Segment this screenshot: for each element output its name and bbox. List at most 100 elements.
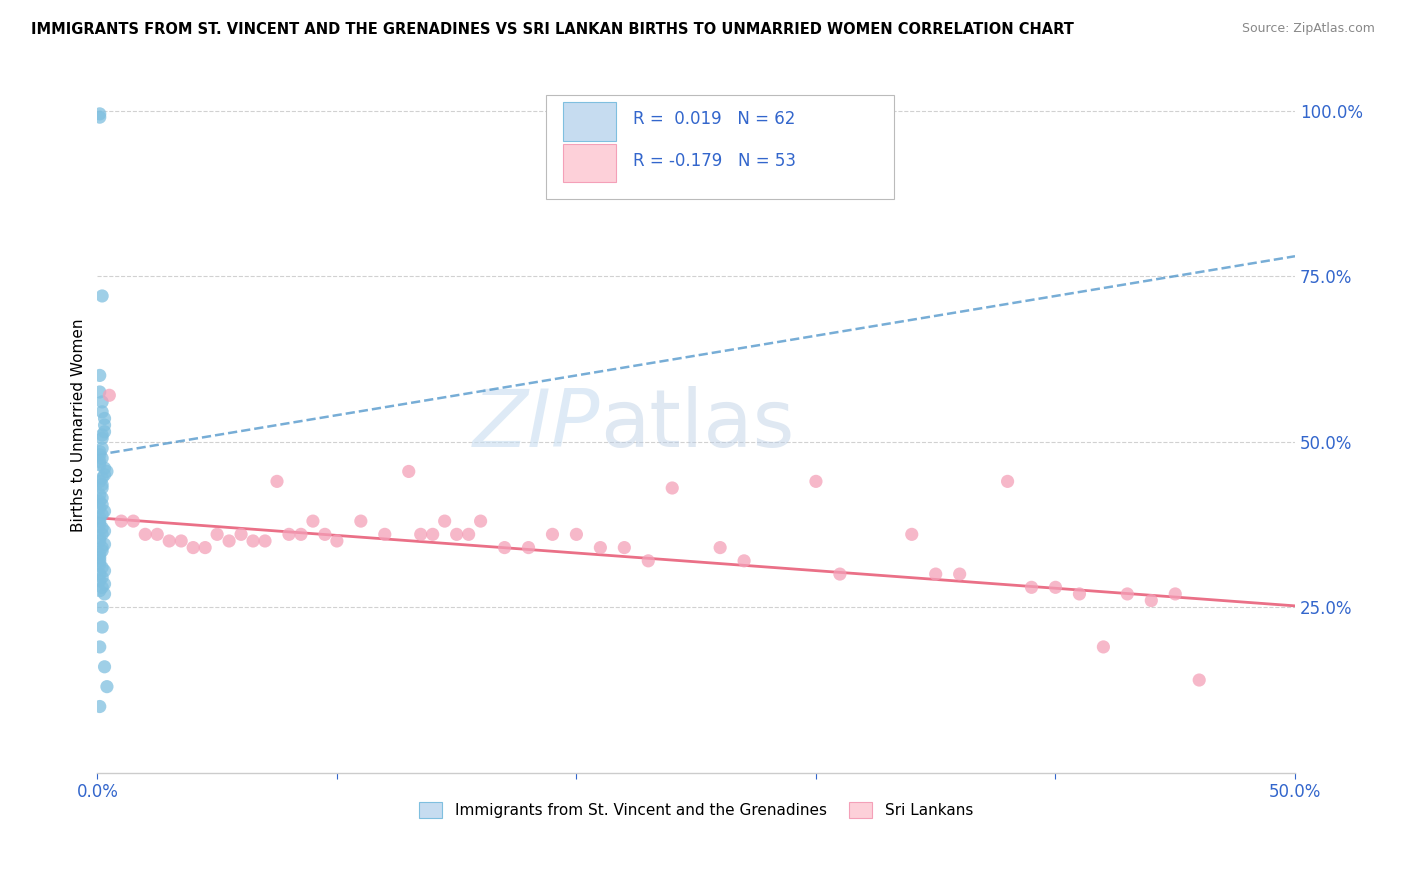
Point: [91, 508, 114, 522]
Point: [218, 533, 240, 548]
Point: [91, 560, 114, 574]
FancyBboxPatch shape: [564, 103, 616, 141]
Point: [89, 547, 111, 561]
Point: [89, 699, 111, 714]
Point: [1188, 673, 1211, 687]
Point: [409, 527, 432, 541]
Point: [949, 567, 972, 582]
Point: [709, 541, 731, 555]
Point: [326, 533, 349, 548]
Point: [446, 527, 468, 541]
Point: [146, 527, 169, 541]
Point: [91, 491, 114, 505]
Point: [517, 541, 540, 555]
Point: [89, 107, 111, 121]
Point: [93, 461, 115, 475]
Text: R =  0.019   N = 62: R = 0.019 N = 62: [633, 110, 794, 128]
Point: [93, 411, 115, 425]
Point: [89, 533, 111, 548]
Point: [541, 527, 564, 541]
Text: ZIP: ZIP: [472, 386, 600, 464]
Point: [1045, 580, 1067, 594]
Point: [89, 517, 111, 532]
Point: [589, 541, 612, 555]
Point: [733, 554, 755, 568]
Point: [266, 475, 288, 489]
Point: [91, 498, 114, 512]
Point: [205, 527, 228, 541]
Point: [93, 660, 115, 674]
Text: IMMIGRANTS FROM ST. VINCENT AND THE GRENADINES VS SRI LANKAN BIRTHS TO UNMARRIED: IMMIGRANTS FROM ST. VINCENT AND THE GREN…: [31, 22, 1074, 37]
Point: [93, 537, 115, 551]
Point: [661, 481, 683, 495]
Point: [374, 527, 396, 541]
Point: [89, 454, 111, 468]
Point: [91, 471, 114, 485]
Point: [91, 580, 114, 594]
Point: [89, 583, 111, 598]
Point: [93, 577, 115, 591]
Point: [98, 388, 121, 402]
Y-axis label: Births to Unmarried Women: Births to Unmarried Women: [72, 318, 86, 532]
Point: [96, 465, 118, 479]
Point: [194, 541, 217, 555]
Point: [290, 527, 312, 541]
Point: [157, 533, 180, 548]
Point: [350, 514, 373, 528]
Point: [89, 475, 111, 489]
Point: [93, 524, 115, 538]
Point: [91, 570, 114, 584]
Point: [253, 533, 276, 548]
Point: [89, 554, 111, 568]
FancyBboxPatch shape: [547, 95, 894, 199]
Text: R = -0.179   N = 53: R = -0.179 N = 53: [633, 152, 796, 169]
Point: [122, 514, 145, 528]
Point: [925, 567, 948, 582]
Point: [170, 533, 193, 548]
Point: [1092, 640, 1115, 654]
Point: [613, 541, 636, 555]
Point: [91, 541, 114, 555]
Point: [93, 425, 115, 439]
Point: [91, 442, 114, 456]
Point: [900, 527, 922, 541]
Point: [89, 510, 111, 524]
Point: [134, 527, 156, 541]
Point: [89, 514, 111, 528]
Point: [93, 564, 115, 578]
FancyBboxPatch shape: [564, 144, 616, 183]
Point: [89, 500, 111, 515]
Point: [91, 395, 114, 409]
Point: [110, 514, 132, 528]
Point: [89, 550, 111, 565]
Point: [1116, 587, 1139, 601]
Point: [302, 514, 325, 528]
Point: [89, 640, 111, 654]
Point: [997, 475, 1019, 489]
Point: [565, 527, 588, 541]
Point: [398, 465, 420, 479]
Point: [229, 527, 252, 541]
Point: [457, 527, 479, 541]
Point: [242, 533, 264, 548]
Point: [89, 444, 111, 458]
Point: [1069, 587, 1091, 601]
Point: [278, 527, 301, 541]
Text: atlas: atlas: [600, 386, 794, 464]
Point: [93, 504, 115, 518]
Point: [91, 289, 114, 303]
Point: [89, 574, 111, 588]
Legend: Immigrants from St. Vincent and the Grenadines, Sri Lankans: Immigrants from St. Vincent and the Gren…: [413, 796, 979, 824]
Point: [433, 514, 456, 528]
Point: [93, 418, 115, 433]
Point: [91, 431, 114, 445]
Point: [91, 620, 114, 634]
Point: [89, 557, 111, 571]
Point: [89, 368, 111, 383]
Point: [93, 587, 115, 601]
Point: [828, 567, 851, 582]
Point: [91, 451, 114, 466]
Point: [91, 521, 114, 535]
Point: [470, 514, 492, 528]
Point: [804, 475, 827, 489]
